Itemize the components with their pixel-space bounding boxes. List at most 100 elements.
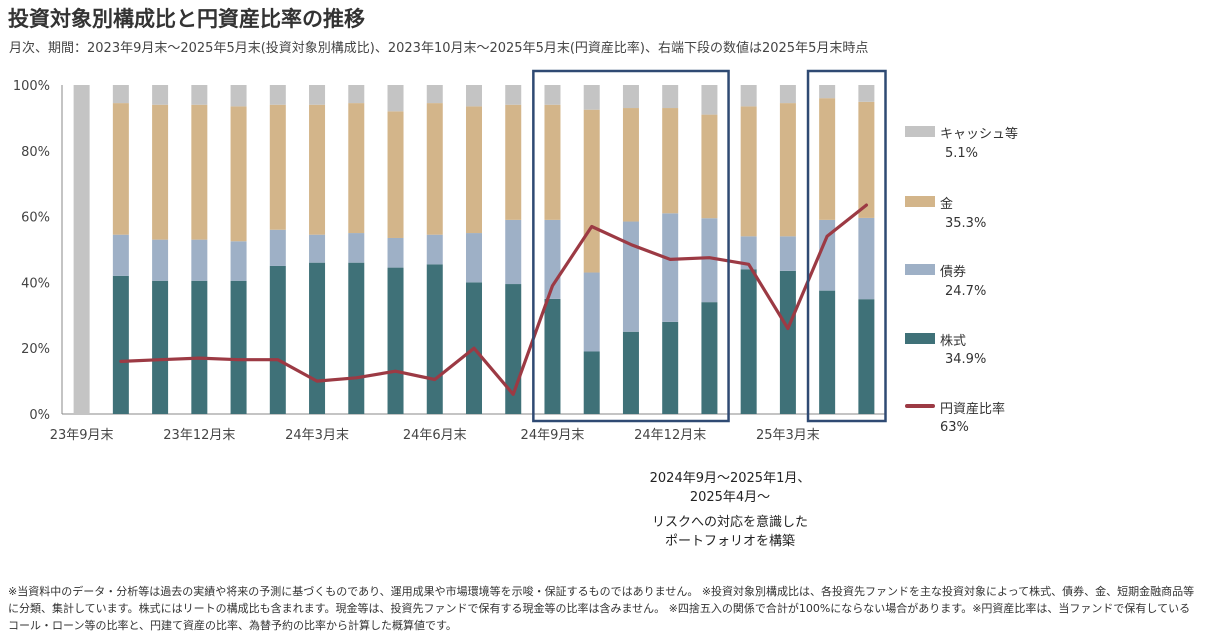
- y-tick-label: 20%: [21, 342, 50, 357]
- line-yen-asset-ratio: [119, 203, 869, 396]
- bar-stocks: [309, 262, 326, 414]
- bar-cash: [348, 85, 365, 104]
- bar-bonds: [819, 219, 836, 291]
- bar-cash: [191, 85, 208, 105]
- legend-value-yen: 63%: [940, 420, 969, 435]
- x-tick-label: 24年6月末: [403, 428, 467, 443]
- bar-bonds: [583, 272, 600, 352]
- x-tick-label: 25年3月末: [756, 428, 820, 443]
- callout-note-line1: リスクへの対応を意識した: [651, 515, 808, 530]
- bar-cash: [622, 85, 639, 109]
- legend-label-stocks: 株式: [940, 334, 967, 349]
- bar-gold: [819, 98, 836, 220]
- bar-stocks: [230, 280, 247, 414]
- bar-bonds: [505, 219, 522, 285]
- bar-bonds: [740, 236, 757, 270]
- bar-stocks: [858, 299, 875, 414]
- y-tick-label: 0%: [29, 408, 50, 423]
- bar-stocks: [348, 262, 365, 414]
- bar-cash: [230, 85, 247, 107]
- bar-bonds: [622, 221, 639, 332]
- bar-bonds: [112, 234, 129, 276]
- bar-stocks: [779, 270, 796, 414]
- bar-gold: [779, 103, 796, 237]
- bar-stocks: [269, 265, 286, 414]
- y-tick-label: 100%: [13, 79, 50, 94]
- bar-stocks: [819, 290, 836, 414]
- bar-bonds: [466, 233, 482, 283]
- x-tick-label: 23年12月末: [163, 428, 235, 443]
- bar-stocks: [583, 351, 600, 414]
- y-tick-label: 40%: [21, 276, 50, 291]
- bar-gold: [701, 114, 718, 219]
- bar-gold: [387, 111, 404, 238]
- legend-line-yen: [905, 404, 935, 408]
- bar-cash: [819, 85, 836, 99]
- bar-cash: [544, 85, 561, 105]
- highlight-box: [532, 69, 730, 423]
- bar-cash: [426, 85, 443, 104]
- bar-stocks: [387, 267, 404, 414]
- bar-cash: [858, 85, 875, 102]
- x-tick-label: 24年12月末: [634, 428, 706, 443]
- bar-stocks: [426, 264, 443, 414]
- bar-bonds: [348, 233, 365, 263]
- highlight-box: [806, 69, 887, 423]
- legend-swatch-gold: [905, 196, 935, 207]
- bar-stocks: [112, 275, 129, 414]
- bar-cash: [466, 85, 482, 107]
- bar-gold: [191, 104, 208, 240]
- bar-gold: [230, 106, 247, 242]
- bar-bonds: [309, 234, 326, 263]
- bar-gold: [544, 104, 561, 220]
- legend-value-bonds: 24.7%: [945, 284, 987, 299]
- bar-cash: [662, 85, 679, 109]
- bar-gold: [505, 104, 522, 220]
- legend-value-gold: 35.3%: [945, 216, 987, 231]
- bar-stocks: [544, 298, 561, 414]
- bar-bonds: [662, 213, 679, 322]
- bar-cash: [701, 85, 718, 115]
- bar-cash: [387, 85, 404, 112]
- y-tick-label: 80%: [21, 145, 50, 160]
- bar-cash: [309, 85, 326, 105]
- bar-cash: [152, 85, 169, 105]
- legend-swatch-stocks: [905, 333, 935, 344]
- y-tick-label: 60%: [21, 211, 50, 226]
- bar-bonds: [269, 229, 286, 266]
- bar-cash: [505, 85, 522, 105]
- legend-value-stocks: 34.9%: [945, 352, 987, 367]
- bar-cash: [779, 85, 796, 104]
- bar-gold: [269, 104, 286, 230]
- bar-gold: [426, 103, 443, 235]
- callout-period-line2: 2025年4月～: [689, 490, 771, 505]
- bar-gold: [466, 106, 482, 234]
- legend-swatch-bonds: [905, 264, 935, 275]
- bar-cash: [73, 85, 90, 414]
- bar-gold: [740, 106, 757, 237]
- x-tick-label: 23年9月末: [50, 428, 114, 443]
- callout-period-line1: 2024年9月～2025年1月、: [649, 471, 811, 486]
- bar-stocks: [191, 280, 208, 414]
- bar-gold: [662, 108, 679, 214]
- legend-label-bonds: 債券: [940, 265, 967, 280]
- bar-gold: [348, 103, 365, 234]
- x-tick-label: 24年3月末: [285, 428, 349, 443]
- bar-cash: [740, 85, 757, 107]
- stacked-bar-chart: 0% 20% 40% 60% 80% 100% 23年9月末 23年12月末 24年3月末 24年…: [13, 69, 887, 443]
- bar-cash: [269, 85, 286, 105]
- bar-stocks: [152, 280, 169, 414]
- bar-stocks: [662, 321, 679, 414]
- bar-bonds: [426, 234, 443, 265]
- bar-gold: [622, 108, 639, 222]
- chart-title: 投資対象別構成比と円資産比率の推移: [8, 7, 365, 31]
- legend-label-cash: キャッシュ等: [940, 127, 1019, 142]
- bar-bonds: [858, 217, 875, 300]
- bar-bonds: [152, 239, 169, 281]
- bar-gold: [309, 104, 326, 235]
- footnote: ※当資料中のデータ・分析等は過去の実績や将来の予測に基づくものであり、運用成果や…: [8, 585, 1195, 632]
- bar-gold: [858, 101, 875, 218]
- legend-label-gold: 金: [940, 197, 954, 212]
- bar-bonds: [230, 241, 247, 281]
- bar-bonds: [701, 218, 718, 303]
